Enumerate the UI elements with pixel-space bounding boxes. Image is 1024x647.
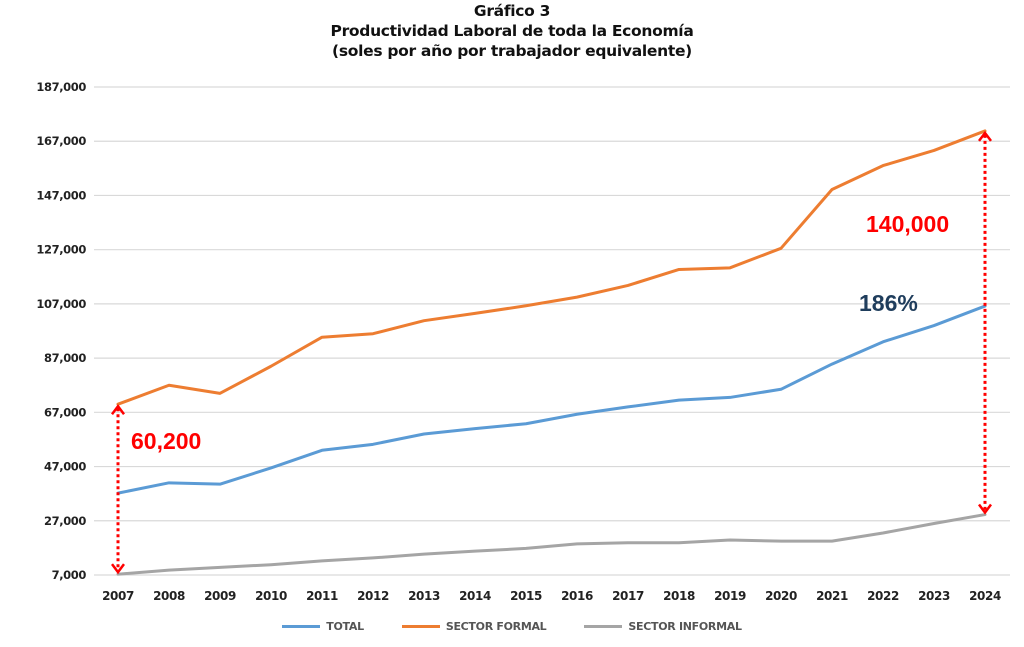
x-tick-label: 2007 (102, 589, 134, 603)
y-tick-label: 87,000 (44, 351, 86, 365)
chart-title: Gráfico 3 (473, 2, 551, 20)
legend-swatch-informal (584, 625, 623, 628)
arrow-head-down-icon (111, 563, 125, 575)
y-tick-label: 107,000 (36, 297, 86, 311)
legend-swatch-total (282, 625, 321, 628)
y-tick-label: 187,000 (36, 80, 86, 94)
x-tick-label: 2021 (816, 589, 848, 603)
legend-item-informal: SECTOR INFORMAL (584, 620, 742, 633)
chart-subtitle-units: (soles por año por trabajador equivalent… (332, 42, 692, 60)
x-tick-label: 2009 (204, 589, 236, 603)
x-tick-label: 2017 (612, 589, 644, 603)
annotation-growth-total: 186% (859, 290, 918, 316)
x-tick-label: 2016 (561, 589, 593, 603)
x-tick-label: 2013 (408, 589, 440, 603)
y-tick-label: 27,000 (44, 514, 86, 528)
arrow-head-up-icon (978, 130, 992, 142)
y-tick-label: 67,000 (44, 405, 86, 419)
x-tick-label: 2022 (867, 589, 899, 603)
annotation-gap-2007: 60,200 (131, 428, 201, 454)
series-line-total (116, 304, 987, 495)
x-tick-label: 2010 (255, 589, 287, 603)
y-tick-label: 47,000 (44, 460, 86, 474)
series-line-informal (116, 513, 987, 576)
y-axis-ticks: 7,000 27,000 47,000 67,000 87,000 107,000 127,… (36, 80, 86, 582)
legend-label-informal: SECTOR INFORMAL (628, 620, 742, 633)
legend-swatch-formal (401, 625, 440, 628)
x-tick-label: 2023 (918, 589, 950, 603)
chart-subtitle: Productividad Laboral de toda la Economí… (330, 22, 694, 40)
y-tick-label: 7,000 (52, 568, 87, 582)
gap-arrow-2024 (978, 130, 992, 515)
series-line-formal (116, 129, 987, 406)
x-tick-label: 2020 (765, 589, 797, 603)
legend-item-total: TOTAL (282, 620, 364, 633)
gridlines (94, 86, 1010, 576)
x-axis-ticks: 2007 2008 2009 2010 2011 2012 2013 2014 2015 2016… (102, 589, 1001, 603)
legend-item-formal: SECTOR FORMAL (401, 620, 547, 633)
x-tick-label: 2015 (510, 589, 542, 603)
legend-label-total: TOTAL (326, 620, 364, 633)
x-tick-label: 2012 (357, 589, 389, 603)
y-tick-label: 147,000 (36, 188, 86, 202)
legend-label-formal: SECTOR FORMAL (445, 620, 547, 633)
arrow-head-up-icon (111, 404, 125, 415)
y-tick-label: 167,000 (36, 134, 86, 148)
arrow-head-down-icon (978, 503, 992, 515)
x-tick-label: 2011 (306, 589, 338, 603)
x-tick-label: 2014 (459, 589, 491, 603)
legend: TOTAL SECTOR FORMAL SECTOR INFORMAL (0, 620, 1024, 633)
y-tick-label: 127,000 (36, 243, 86, 257)
x-tick-label: 2008 (153, 589, 185, 603)
annotation-gap-2024: 140,000 (866, 211, 949, 237)
x-tick-label: 2024 (969, 589, 1001, 603)
annotations: 60,200 140,000 186% (111, 130, 992, 575)
x-tick-label: 2018 (663, 589, 695, 603)
series-lines (116, 129, 987, 576)
gap-arrow-2007 (111, 404, 125, 575)
x-tick-label: 2019 (714, 589, 746, 603)
chart-title-block: Gráfico 3 Productividad Laboral de toda … (0, 0, 1024, 61)
